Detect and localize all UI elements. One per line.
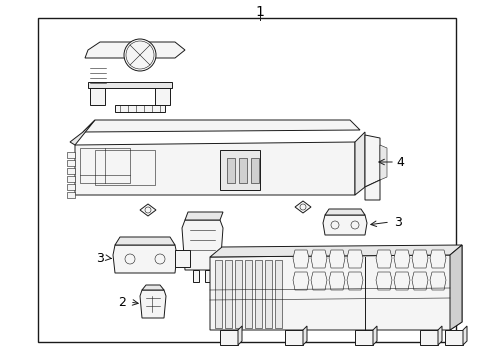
Polygon shape (67, 160, 75, 166)
Polygon shape (347, 250, 363, 268)
Polygon shape (113, 245, 177, 273)
Polygon shape (445, 330, 463, 345)
Polygon shape (83, 120, 360, 132)
Polygon shape (376, 272, 392, 290)
Polygon shape (175, 250, 190, 267)
Polygon shape (293, 272, 309, 290)
Polygon shape (295, 201, 311, 213)
Polygon shape (140, 290, 166, 318)
Polygon shape (394, 272, 410, 290)
Polygon shape (88, 82, 172, 88)
Polygon shape (412, 272, 428, 290)
Polygon shape (235, 260, 242, 328)
Polygon shape (265, 260, 272, 328)
Text: 1: 1 (256, 5, 265, 19)
Polygon shape (210, 245, 462, 330)
Polygon shape (438, 326, 442, 345)
Polygon shape (238, 326, 242, 345)
Polygon shape (185, 212, 223, 220)
Circle shape (124, 39, 156, 71)
Polygon shape (323, 215, 367, 235)
Polygon shape (380, 145, 387, 180)
Polygon shape (293, 250, 309, 268)
Polygon shape (67, 184, 75, 190)
Polygon shape (347, 272, 363, 290)
Polygon shape (365, 135, 380, 187)
Polygon shape (140, 204, 156, 216)
Polygon shape (394, 250, 410, 268)
Polygon shape (67, 192, 75, 198)
Polygon shape (67, 176, 75, 182)
Polygon shape (67, 168, 75, 174)
Polygon shape (239, 158, 247, 183)
Polygon shape (412, 250, 428, 268)
Polygon shape (430, 272, 446, 290)
Polygon shape (325, 209, 365, 215)
Polygon shape (311, 250, 327, 268)
Polygon shape (355, 132, 365, 195)
Polygon shape (251, 158, 259, 183)
Text: 2: 2 (118, 296, 126, 309)
Polygon shape (311, 272, 327, 290)
Polygon shape (329, 272, 345, 290)
Polygon shape (225, 260, 232, 328)
Polygon shape (430, 250, 446, 268)
Polygon shape (115, 237, 175, 245)
Polygon shape (90, 85, 105, 105)
Text: 4: 4 (396, 156, 404, 168)
Polygon shape (205, 270, 211, 282)
Polygon shape (67, 152, 75, 158)
Polygon shape (329, 250, 345, 268)
Polygon shape (420, 330, 438, 345)
Polygon shape (115, 105, 165, 112)
Polygon shape (355, 330, 373, 345)
Bar (38, 18, 456, 342)
Polygon shape (75, 142, 355, 195)
Polygon shape (245, 260, 252, 328)
Polygon shape (215, 260, 222, 328)
Polygon shape (193, 270, 199, 282)
Polygon shape (142, 285, 164, 290)
Polygon shape (182, 220, 223, 270)
Polygon shape (85, 42, 185, 58)
Polygon shape (70, 120, 95, 145)
Polygon shape (210, 245, 462, 257)
Polygon shape (220, 150, 260, 190)
Polygon shape (303, 326, 307, 345)
Text: 3: 3 (96, 252, 104, 265)
Polygon shape (450, 245, 462, 330)
Polygon shape (255, 260, 262, 328)
Polygon shape (376, 250, 392, 268)
Polygon shape (220, 330, 238, 345)
Polygon shape (155, 85, 170, 105)
Polygon shape (365, 180, 380, 200)
Polygon shape (227, 158, 235, 183)
Polygon shape (285, 330, 303, 345)
Text: 3: 3 (394, 216, 402, 229)
Polygon shape (463, 326, 467, 345)
Polygon shape (275, 260, 282, 328)
Polygon shape (373, 326, 377, 345)
